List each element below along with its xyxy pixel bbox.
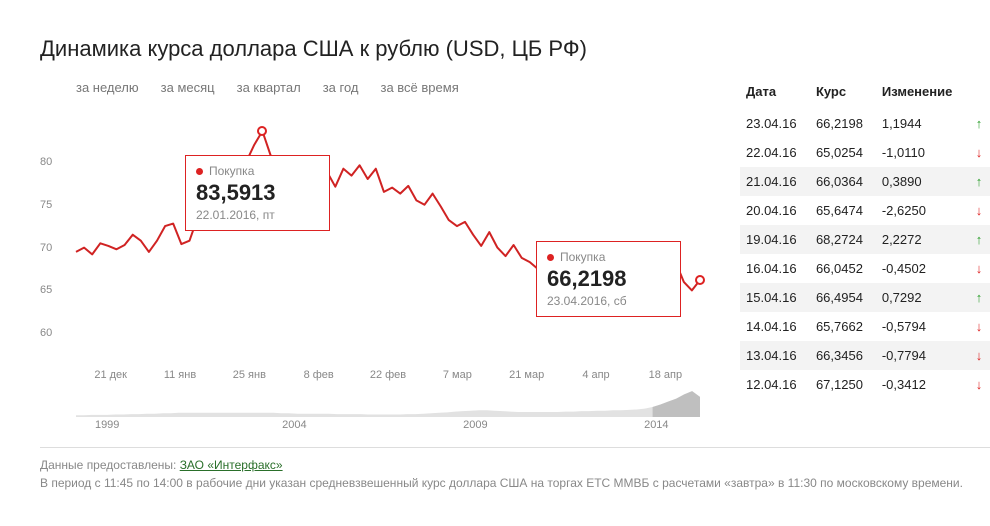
- table-row: 23.04.1666,21981,1944↑: [740, 109, 990, 138]
- y-axis-label: 70: [40, 242, 52, 254]
- table-row: 16.04.1666,0452-0,4502↓: [740, 254, 990, 283]
- table-header: Курс: [810, 80, 876, 109]
- rate-chart: 60 65 70 75 80 21 дек 11 янв 25 янв 8 фев 22 фев 7…: [40, 101, 710, 381]
- x-axis-label: 11 янв: [164, 369, 196, 381]
- y-axis-label: 80: [40, 156, 52, 168]
- period-tabs: за неделю за месяц за квартал за год за всё …: [76, 80, 710, 95]
- x-axis-label: 8 фев: [304, 369, 334, 381]
- table-row: 22.04.1665,0254-1,0110↓: [740, 138, 990, 167]
- period-tab[interactable]: за неделю: [76, 80, 139, 95]
- period-tab[interactable]: за месяц: [161, 80, 215, 95]
- divider: [40, 447, 990, 448]
- period-tab[interactable]: за квартал: [237, 80, 301, 95]
- overview-year-label: 2004: [282, 419, 306, 431]
- page-title: Динамика курса доллара США к рублю (USD,…: [40, 36, 990, 62]
- table-row: 12.04.1667,1250-0,3412↓: [740, 370, 990, 399]
- overview-chart[interactable]: 1999 2004 2009 2014: [40, 387, 710, 431]
- table-row: 20.04.1665,6474-2,6250↓: [740, 196, 990, 225]
- table-row: 19.04.1668,27242,2272↑: [740, 225, 990, 254]
- period-tab[interactable]: за год: [323, 80, 359, 95]
- table-header: Дата: [740, 80, 810, 109]
- overview-year-label: 2014: [644, 419, 668, 431]
- x-axis-label: 18 апр: [649, 369, 682, 381]
- table-row: 13.04.1666,3456-0,7794↓: [740, 341, 990, 370]
- footer-note: Данные предоставлены: ЗАО «Интерфакс» В …: [40, 456, 990, 492]
- x-axis-label: 21 мар: [509, 369, 544, 381]
- overview-year-label: 1999: [95, 419, 119, 431]
- y-axis-label: 60: [40, 327, 52, 339]
- table-row: 14.04.1665,7662-0,5794↓: [740, 312, 990, 341]
- table-header: Изменение: [876, 80, 968, 109]
- chart-tooltip: Покупка83,591322.01.2016, пт: [185, 155, 330, 231]
- y-axis-label: 75: [40, 199, 52, 211]
- y-axis-label: 65: [40, 284, 52, 296]
- table-row: 21.04.1666,03640,3890↑: [740, 167, 990, 196]
- x-axis-label: 22 фев: [370, 369, 406, 381]
- overview-year-label: 2009: [463, 419, 487, 431]
- period-tab[interactable]: за всё время: [380, 80, 458, 95]
- chart-marker: [695, 275, 705, 285]
- table-row: 15.04.1666,49540,7292↑: [740, 283, 990, 312]
- source-link[interactable]: ЗАО «Интерфакс»: [180, 458, 283, 472]
- rates-table: ДатаКурсИзменение 23.04.1666,21981,1944↑…: [740, 80, 990, 399]
- chart-tooltip: Покупка66,219823.04.2016, сб: [536, 241, 681, 317]
- x-axis-label: 21 дек: [94, 369, 127, 381]
- chart-marker: [257, 126, 267, 136]
- x-axis-label: 25 янв: [233, 369, 266, 381]
- x-axis-label: 4 апр: [582, 369, 609, 381]
- x-axis-label: 7 мар: [443, 369, 472, 381]
